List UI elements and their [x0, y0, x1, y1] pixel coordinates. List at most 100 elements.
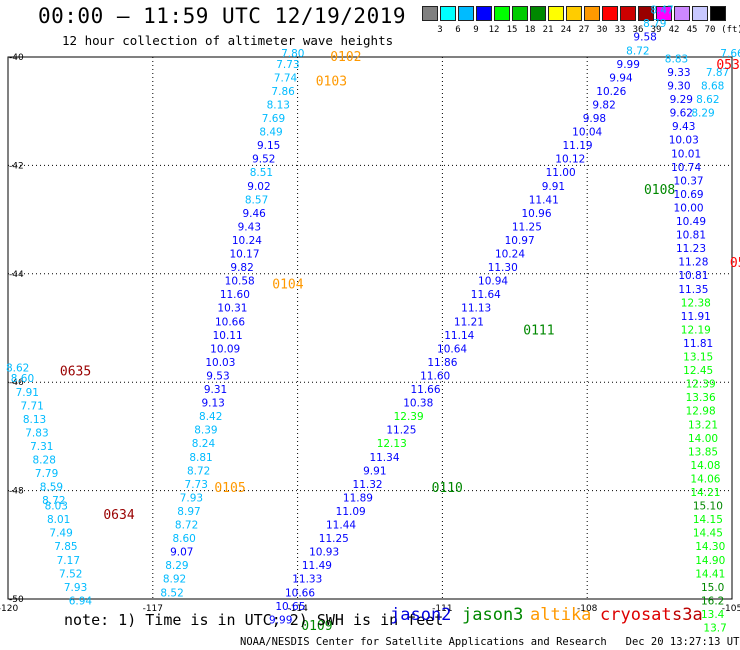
data-label: 10.03: [669, 135, 699, 147]
data-label: 8.72: [175, 520, 198, 532]
data-label: 8.51: [250, 167, 273, 179]
data-label: 8.29: [691, 108, 714, 120]
data-label: 11.44: [326, 520, 356, 532]
data-label: 10.04: [572, 127, 602, 139]
data-label: 8.61: [658, 0, 681, 3]
footer-timestamp: Dec 20 13:27:13 UTC 2019: [625, 636, 740, 648]
data-label: 12.19: [681, 324, 711, 336]
data-label: 7.86: [271, 86, 295, 98]
data-label: 8.57: [245, 194, 268, 206]
color-swatch: [602, 6, 618, 21]
color-scale-label: 18: [524, 25, 536, 35]
data-label: 11.32: [353, 479, 383, 491]
data-label: 8.72: [187, 465, 210, 477]
data-label: 9.13: [201, 398, 224, 410]
data-label: 7.93: [180, 492, 203, 504]
data-label: 10.03: [205, 357, 235, 369]
data-label: 12.98: [686, 406, 716, 418]
data-label: 8.59: [40, 482, 63, 494]
data-label: 11.64: [471, 289, 501, 301]
data-label: 8.01: [47, 514, 70, 526]
data-label: 8.28: [33, 455, 56, 467]
data-label: 14.41: [695, 568, 725, 580]
color-swatch: [656, 6, 672, 21]
data-label: 10.69: [674, 189, 704, 201]
data-label: 7.83: [25, 427, 48, 439]
data-label: 11.60: [220, 289, 250, 301]
color-scale-label: 70: [704, 25, 716, 35]
color-scale-label: 24: [560, 25, 572, 35]
data-label: 8.92: [163, 574, 186, 586]
data-label: 13.85: [688, 446, 718, 458]
data-label: 8.03: [45, 501, 68, 513]
data-label: 10.49: [676, 216, 706, 228]
color-scale-label: 45: [686, 25, 698, 35]
data-label: 9.82: [230, 262, 253, 274]
color-swatch: [494, 6, 510, 21]
data-label: 7.71: [20, 400, 43, 412]
color-swatch: [674, 6, 690, 21]
data-label: 11.34: [369, 452, 399, 464]
time-annotation: 0108: [644, 183, 675, 198]
data-label: 11.66: [410, 384, 440, 396]
data-label: 9.46: [242, 208, 266, 220]
data-label: 9.07: [170, 547, 193, 559]
color-scale-label: 42: [668, 25, 680, 35]
legend-jason2: jason2: [390, 605, 452, 625]
data-label: 11.25: [319, 533, 349, 545]
data-label: 12.39: [686, 379, 716, 391]
data-label: 13.36: [686, 392, 716, 404]
time-annotation: 0635: [60, 364, 91, 379]
data-label: 8.42: [199, 411, 222, 423]
data-label: 9.91: [542, 181, 565, 193]
data-label: 8.13: [23, 414, 46, 426]
time-annotation: 0109: [301, 619, 332, 634]
data-label: 7.85: [54, 541, 77, 553]
data-label: 14.90: [695, 555, 725, 567]
x-tick-label: -108: [577, 604, 598, 614]
time-annotation: 0104: [272, 278, 303, 293]
data-label: 6.94: [69, 595, 93, 607]
legend-jason3: jason3: [462, 605, 524, 625]
data-label: 14.06: [690, 473, 720, 485]
data-label: 13.21: [688, 419, 718, 431]
data-label: 9.15: [257, 140, 280, 152]
data-label: 10.81: [676, 230, 706, 242]
data-label: 9.43: [238, 221, 261, 233]
data-label: 10.93: [309, 547, 339, 559]
color-scale-label: 30: [596, 25, 608, 35]
data-label: 10.11: [213, 330, 243, 342]
data-label: 10.31: [217, 303, 247, 315]
data-label: 14.30: [695, 541, 725, 553]
data-label: 7.93: [64, 582, 87, 594]
x-tick-label: -105: [722, 604, 740, 614]
data-label: 8.72: [42, 495, 65, 507]
y-tick-label: -48: [9, 487, 24, 497]
data-label: 9.43: [672, 121, 695, 133]
time-annotation: 0110: [432, 481, 463, 496]
data-label: 12.39: [394, 411, 424, 423]
x-tick-label: -117: [143, 604, 163, 614]
color-scale-label: 21: [542, 25, 554, 35]
color-scale-label: 6: [455, 25, 461, 35]
color-scale-label: 9: [473, 25, 479, 35]
y-tick-label: -46: [9, 378, 24, 388]
data-label: 11.23: [676, 243, 706, 255]
data-label: 11.49: [302, 560, 332, 572]
data-label: 7.66: [720, 48, 740, 60]
data-label: 8.62: [6, 362, 29, 374]
data-label: 10.38: [403, 398, 433, 410]
data-label: 11.14: [444, 330, 474, 342]
color-swatch: [512, 6, 528, 21]
data-label: 12.38: [681, 297, 711, 309]
data-label: 7.49: [49, 528, 72, 540]
data-label: 12.13: [377, 438, 407, 450]
color-swatch: [692, 6, 708, 21]
data-label: 7.31: [30, 441, 53, 453]
data-label: 7.73: [276, 59, 299, 71]
data-label: 14.08: [690, 460, 720, 472]
data-label: 11.30: [488, 262, 518, 274]
y-tick-label: -40: [9, 53, 24, 63]
color-swatch: [584, 6, 600, 21]
